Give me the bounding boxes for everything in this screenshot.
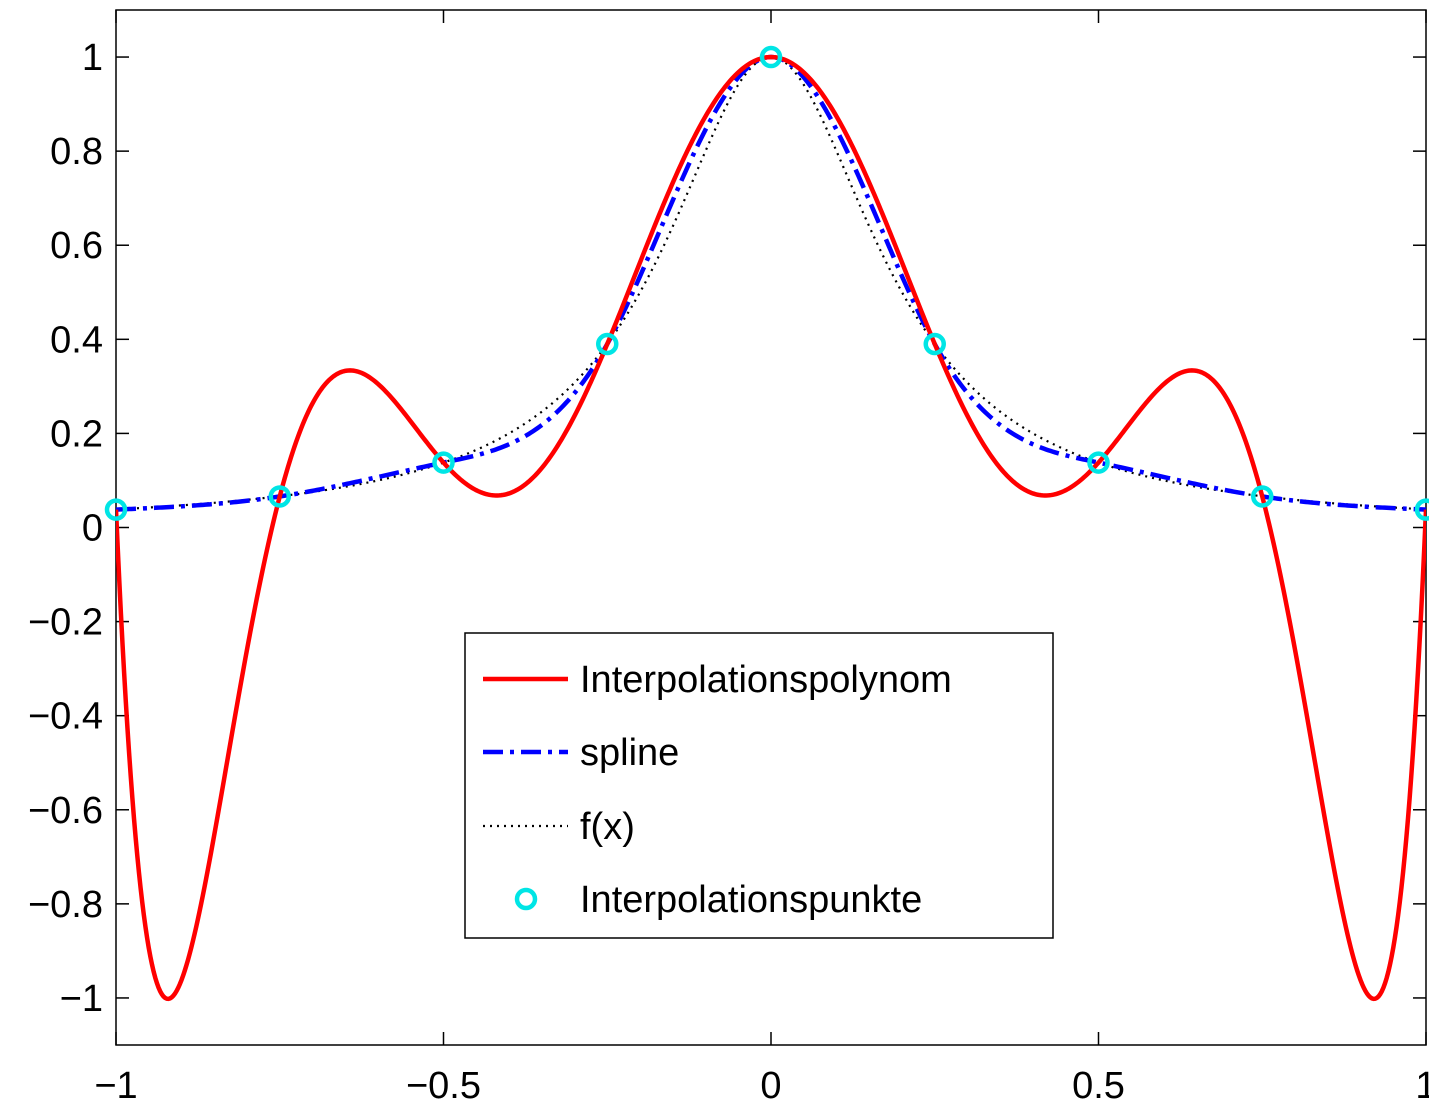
y-tick-label: 0.8 — [50, 131, 103, 173]
interpolation-point — [1251, 485, 1274, 508]
interpolation-point — [432, 451, 455, 474]
interpolation-point — [1087, 451, 1110, 474]
series-spline — [116, 54, 1426, 512]
legend-label: f(x) — [580, 806, 635, 848]
y-tick-label: 0.6 — [50, 225, 103, 267]
y-tick-label: 0.4 — [50, 319, 103, 361]
interpolation-point — [923, 332, 946, 356]
legend-swatch-marker — [514, 887, 538, 911]
y-tick-label: 1 — [82, 37, 103, 79]
interpolation-point — [596, 332, 619, 356]
legend-label: Interpolationspolynom — [580, 659, 952, 701]
y-tick-label: −0.4 — [28, 696, 103, 738]
y-tick-label: −0.2 — [28, 602, 103, 644]
legend-box — [464, 632, 1054, 939]
legend-label: Interpolationspunkte — [580, 879, 922, 921]
series-fx — [116, 55, 1426, 511]
legend: Interpolationspolynom spline f(x) Interpola… — [464, 632, 1054, 939]
y-tick-label: −0.8 — [28, 884, 103, 926]
x-tick-label: 0.5 — [1072, 1065, 1125, 1102]
series-clip-group — [116, 54, 1426, 1002]
plot-series — [104, 45, 1429, 1002]
x-tick-label: −0.5 — [406, 1065, 481, 1102]
series-interpolationspolynom — [116, 54, 1426, 1002]
x-tick-label: −1 — [94, 1065, 137, 1102]
y-tick-label: 0.2 — [50, 413, 103, 455]
x-tick-label: 1 — [1415, 1065, 1429, 1102]
legend-label: spline — [580, 732, 679, 774]
interpolation-point — [759, 45, 783, 69]
plot-axes: −1 −0.5 0 0.5 1 1 0.8 0.6 0.4 0.2 0 −0.2 −0.4 −0.6 −0.… — [28, 9, 1429, 1102]
x-tick-label: 0 — [760, 1065, 781, 1102]
y-tick-label: −1 — [60, 978, 103, 1020]
interpolation-point — [1414, 498, 1429, 521]
y-tick-label: 0 — [82, 508, 103, 550]
interpolation-point — [268, 485, 291, 508]
interpolation-point — [104, 498, 128, 521]
y-tick-label: −0.6 — [28, 790, 103, 832]
